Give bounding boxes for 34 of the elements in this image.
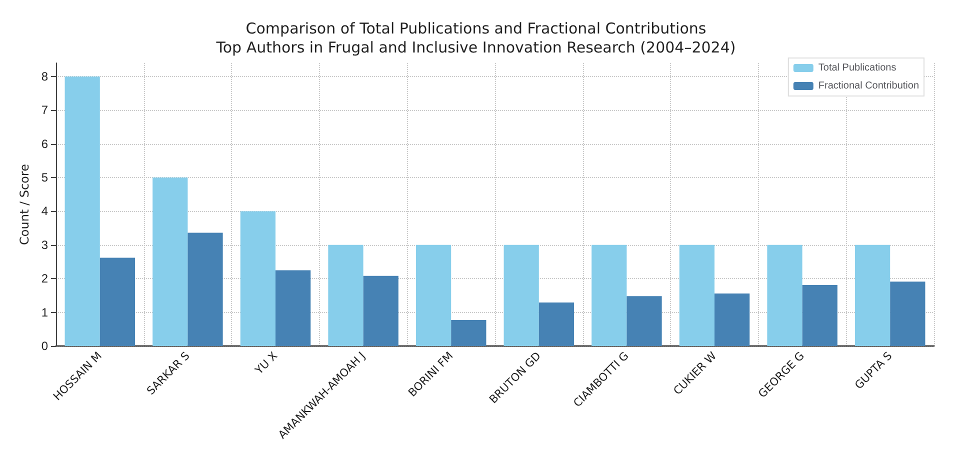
y-tick-label: 3 — [41, 238, 48, 252]
bar — [451, 320, 486, 346]
bar — [538, 302, 574, 346]
bar — [802, 285, 838, 346]
bar — [328, 244, 364, 346]
y-tick-label: 1 — [41, 305, 48, 320]
y-tick-label: 0 — [41, 339, 48, 353]
bar — [592, 244, 627, 346]
bar — [276, 270, 311, 346]
bar — [626, 296, 662, 346]
y-tick-label: 4 — [41, 204, 48, 218]
y-tick-label: 2 — [41, 272, 48, 286]
y-tick-label: 5 — [41, 170, 48, 185]
y-tick-label: 6 — [41, 136, 48, 151]
bar — [854, 244, 890, 346]
chart-title: Comparison of Total Publications and Fractional Contributions Top Authors in Frugal and Inclusive Innovation Research (2004–2024) — [215, 20, 736, 56]
bar — [152, 178, 188, 346]
bar — [679, 244, 714, 346]
y-tick-label: 8 — [41, 69, 48, 84]
bar — [240, 211, 276, 346]
legend-label: Fractional Contribution — [818, 80, 920, 92]
bar — [64, 76, 100, 346]
legend-label: Total Publications — [818, 62, 896, 74]
y-tick-label: 7 — [41, 103, 48, 118]
bar — [100, 258, 136, 346]
bar — [714, 293, 750, 346]
x-tick-label: YU X — [252, 349, 280, 378]
bar — [504, 244, 539, 346]
bar — [188, 232, 223, 346]
bar — [890, 282, 926, 346]
bar — [363, 276, 398, 346]
bar — [416, 244, 452, 346]
bar — [767, 244, 802, 346]
y-axis-title: Count / Score — [17, 164, 32, 245]
